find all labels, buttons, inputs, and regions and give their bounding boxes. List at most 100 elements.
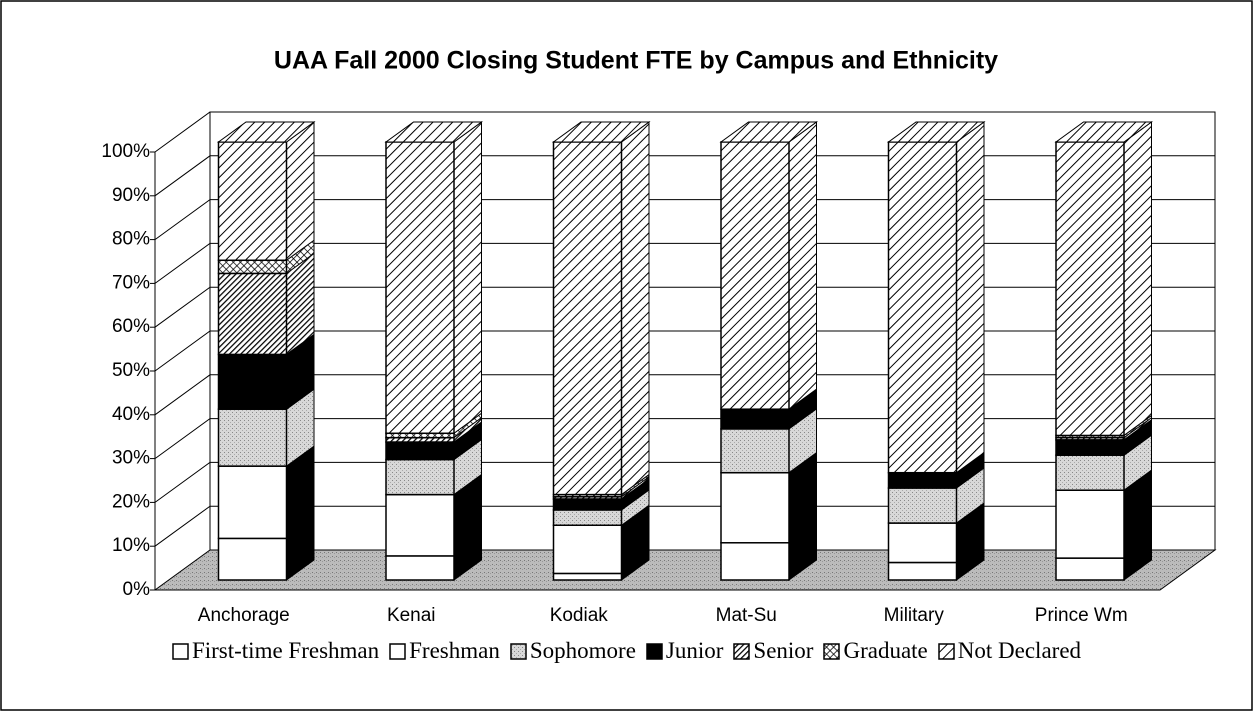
- bar-segment: [720, 451, 817, 544]
- grid-line: [154, 505, 1215, 547]
- bar-front: [217, 272, 288, 356]
- legend-swatch: [172, 642, 189, 660]
- bar-segment: [887, 502, 985, 564]
- y-tick-label: 60%: [112, 316, 150, 337]
- y-tick-label: 20%: [112, 491, 150, 512]
- legend: First-time Freshman Freshman Sophomore Juni…: [0, 638, 1253, 664]
- bar-front: [217, 141, 288, 262]
- bar-front: [1055, 454, 1125, 491]
- bar-front: [720, 408, 790, 430]
- legend-swatch-box: [823, 642, 841, 660]
- bar-front: [217, 259, 288, 275]
- bar-segment: [216, 121, 316, 262]
- bar-front: [385, 441, 455, 461]
- bar-segment: [720, 521, 817, 581]
- y-tick-label: 40%: [112, 404, 150, 425]
- bar-front: [552, 509, 623, 527]
- bar-segment: [720, 407, 817, 474]
- bar-segment: [385, 473, 482, 557]
- bar-side: [621, 121, 650, 496]
- bar-segment: [385, 421, 482, 461]
- grid-line: [154, 418, 1215, 460]
- bar-front: [1055, 439, 1125, 456]
- bar-front: [217, 465, 288, 540]
- bar-segment: [384, 121, 484, 435]
- grid-line: [154, 374, 1215, 416]
- legend-item: Junior: [646, 638, 724, 664]
- grid-line: [154, 461, 1215, 503]
- bar-front: [887, 141, 958, 474]
- legend-label: Graduate: [843, 638, 928, 663]
- bar-front: [385, 493, 455, 557]
- bar-top: [216, 121, 316, 143]
- legend-swatch-box: [733, 642, 751, 660]
- bar-front: [552, 141, 623, 496]
- bar-segment: [217, 252, 315, 356]
- bar-segment: [217, 388, 315, 468]
- y-tick-label: 10%: [112, 535, 150, 556]
- bar-front: [887, 487, 958, 524]
- bar-side: [453, 121, 482, 435]
- bar-front: [720, 141, 790, 410]
- bar-top: [1054, 121, 1154, 143]
- x-tick-label: Anchorage: [198, 605, 290, 626]
- bar-front: [552, 572, 623, 581]
- bar-segment: [551, 121, 651, 496]
- bar-front: [720, 428, 790, 474]
- bar-segment: [385, 534, 482, 581]
- bar-front: [1055, 489, 1125, 559]
- legend-label: First-time Freshman: [191, 638, 380, 663]
- y-tick-label: 30%: [112, 448, 150, 469]
- bar-front: [887, 471, 958, 489]
- grid-line: [154, 330, 1215, 372]
- bar-front: [385, 141, 455, 435]
- bar-front: [552, 524, 623, 575]
- legend-swatch: [938, 642, 955, 660]
- bar-front: [217, 408, 288, 467]
- x-tick-label: Military: [884, 605, 945, 626]
- legend-label: Sophomore: [529, 638, 636, 663]
- legend-swatch: [823, 642, 841, 660]
- y-tick-label: 80%: [112, 229, 150, 250]
- legend-swatch: [733, 642, 751, 660]
- bar-front: [720, 542, 790, 581]
- bar-front: [1055, 557, 1125, 581]
- bar-segment: [1055, 469, 1152, 560]
- grid-line: [154, 155, 1215, 197]
- bar-side: [788, 121, 817, 411]
- grid-line: [154, 286, 1215, 328]
- legend-swatch-box: [646, 642, 663, 660]
- y-tick-label: 50%: [112, 360, 150, 381]
- bar-front: [217, 537, 288, 581]
- bar-front: [720, 471, 790, 544]
- bar-top: [551, 121, 651, 143]
- bar-front: [552, 498, 623, 511]
- bar-segment: [1055, 537, 1152, 581]
- bar-front: [887, 522, 958, 564]
- bar-segment: [887, 467, 985, 525]
- x-tick-label: Mat-Su: [716, 605, 777, 626]
- bar-segment: [217, 445, 315, 540]
- legend-swatch-box: [389, 642, 406, 660]
- legend-swatch: [510, 642, 527, 660]
- x-tick-label: Kodiak: [550, 605, 609, 626]
- legend-swatch-box: [938, 642, 955, 660]
- legend-item: Senior: [733, 638, 813, 664]
- bar-segment: [886, 121, 986, 474]
- legend-item: Not Declared: [938, 638, 1081, 664]
- legend-item: Freshman: [389, 638, 500, 664]
- x-tick-label: Prince Wm: [1035, 605, 1128, 626]
- bar-top: [719, 121, 819, 143]
- grid-line: [154, 111, 1215, 153]
- legend-swatch: [389, 642, 406, 660]
- y-tick-label: 90%: [112, 185, 150, 206]
- legend-label: Junior: [665, 638, 724, 663]
- legend-label: Not Declared: [957, 638, 1082, 663]
- x-tick-label: Kenai: [387, 605, 436, 626]
- bar-front: [385, 555, 455, 581]
- legend-swatch: [646, 642, 663, 660]
- grid-line: [154, 242, 1215, 284]
- legend-label: Senior: [753, 638, 814, 663]
